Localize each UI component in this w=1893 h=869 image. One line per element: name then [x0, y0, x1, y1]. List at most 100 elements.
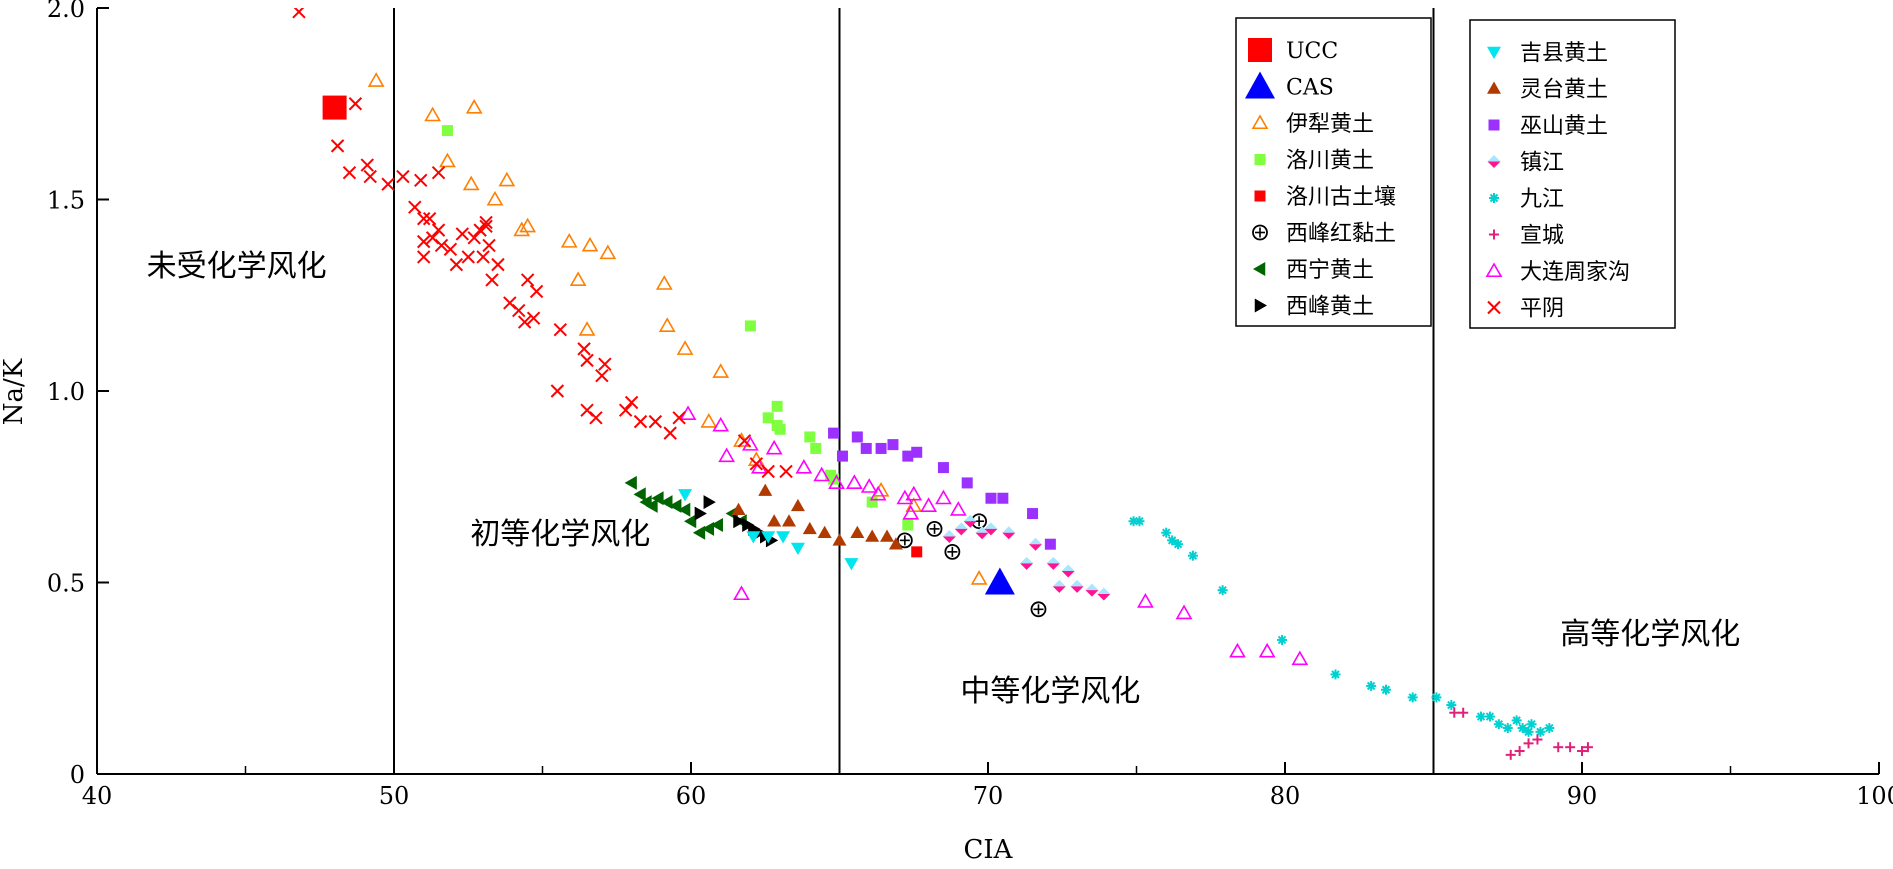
data-point-s15-stroke-b	[473, 223, 487, 237]
y-tick-label: 2.0	[47, 0, 85, 23]
data-point-s14	[733, 585, 750, 601]
legend-marker	[1485, 262, 1503, 278]
data-point-s12-stroke-d	[1161, 528, 1171, 537]
data-point-s15	[526, 311, 541, 325]
data-point-s15	[363, 169, 377, 184]
data-point-s14	[905, 485, 923, 501]
data-point-s12	[1476, 711, 1487, 722]
data-point-s12-stroke-d	[1518, 723, 1527, 733]
legend-label: 伊犁黄土	[1286, 112, 1374, 137]
data-point-s9	[832, 533, 847, 546]
data-point-s11-bottom	[1029, 544, 1043, 551]
legend-marker-stroke-d	[1489, 193, 1499, 203]
legend-marker	[1487, 46, 1501, 59]
data-point-s15	[396, 169, 410, 184]
data-point-s12-stroke-d	[1536, 727, 1545, 737]
data-point-s11-top	[1046, 556, 1060, 564]
data-point-s15-stroke-b	[461, 250, 475, 264]
data-point-s6	[710, 518, 723, 533]
data-point-s12	[1380, 684, 1391, 695]
data-point-s12-stroke-d	[1476, 712, 1486, 721]
data-point-s11-bottom	[963, 521, 977, 528]
data-point-s11-bottom	[954, 528, 968, 536]
legend-marker	[1245, 71, 1275, 99]
data-point-s10	[911, 446, 923, 458]
data-point-s14	[860, 478, 878, 493]
data-point-s14	[845, 474, 863, 489]
data-point-s2	[569, 271, 587, 286]
data-point-s15-stroke-b	[526, 311, 541, 325]
data-point-s15-stroke-b	[348, 97, 363, 111]
data-point-s3	[828, 473, 840, 485]
data-point-s15-stroke-b	[482, 238, 496, 253]
data-point-s10	[860, 442, 872, 454]
y-axis-title: Na/K	[0, 358, 29, 425]
data-point-s12-stroke-d	[1135, 517, 1144, 526]
data-point-s2	[519, 217, 537, 233]
data-point-s3	[441, 125, 453, 137]
data-point-s2	[578, 321, 596, 336]
data-point-s10	[937, 462, 949, 474]
data-point-s3	[762, 412, 774, 424]
data-point-s13	[1565, 742, 1576, 753]
data-point-s14	[1291, 650, 1309, 666]
data-point-s14	[1175, 604, 1193, 620]
data-point-s12	[1535, 726, 1546, 737]
data-point-s12-stroke-d	[1218, 585, 1227, 595]
data-point-s11-bottom	[1061, 571, 1075, 578]
data-point-s12	[1523, 726, 1534, 737]
data-point-s15	[520, 273, 535, 287]
data-point-s3	[866, 496, 878, 508]
data-point-s12-stroke-d	[1331, 670, 1340, 679]
data-point-s12-stroke-d	[1188, 551, 1198, 560]
data-point-s12	[1431, 692, 1442, 703]
data-point-s11-bottom	[984, 528, 998, 536]
data-point-s10	[997, 492, 1009, 504]
data-point-s15-stroke-b	[431, 223, 446, 237]
data-point-s15-stroke-b	[425, 231, 440, 245]
y-tick-label: 0.5	[47, 570, 85, 598]
data-point-s5	[971, 513, 987, 530]
data-point-s11	[1070, 579, 1084, 593]
data-point-s11	[1002, 526, 1016, 540]
data-point-s10	[1044, 538, 1056, 550]
data-point-s9	[767, 514, 782, 527]
legend-label: 巫山黄土	[1520, 114, 1608, 139]
data-point-s12	[1493, 719, 1504, 730]
data-point-s15	[663, 426, 677, 440]
x-tick-label: 100	[1856, 782, 1893, 810]
data-point-s11-top	[1002, 526, 1016, 533]
region-label: 高等化学风化	[1560, 617, 1740, 652]
data-point-s15-stroke-b	[749, 457, 764, 471]
data-point-s15	[737, 434, 752, 448]
data-point-s12-stroke-d	[1277, 635, 1287, 645]
data-point-s9	[850, 525, 865, 538]
data-point-s15	[529, 284, 544, 299]
data-point-s15	[461, 250, 475, 264]
data-point-s12	[1330, 669, 1341, 680]
data-point-s15-stroke-b	[517, 315, 532, 329]
data-point-s14	[718, 447, 736, 463]
data-point-s12-stroke-d	[1432, 693, 1441, 702]
data-point-s2	[560, 233, 578, 248]
legend-marker	[1252, 224, 1268, 241]
data-point-s15	[443, 242, 458, 256]
data-point-s6	[633, 487, 646, 502]
x-tick-label: 40	[82, 782, 113, 810]
region-label: 未受化学风化	[147, 249, 327, 284]
data-point-s15	[589, 411, 603, 425]
data-point-s9	[802, 521, 817, 535]
data-point-s14	[795, 458, 813, 474]
data-point-s15-stroke-b	[330, 139, 345, 153]
data-point-s15-stroke-b	[550, 384, 565, 398]
data-point-s6	[669, 498, 682, 513]
data-point-s15-stroke-b	[479, 219, 493, 234]
data-point-s13	[1514, 746, 1525, 757]
data-point-s15-stroke-b	[414, 173, 428, 188]
data-point-s15	[633, 414, 648, 429]
data-point-s12-stroke-d	[1524, 727, 1533, 737]
data-point-s15-stroke-b	[443, 242, 458, 256]
data-point-s11-top	[1029, 537, 1043, 545]
legend-label: 吉县黄土	[1520, 41, 1608, 66]
